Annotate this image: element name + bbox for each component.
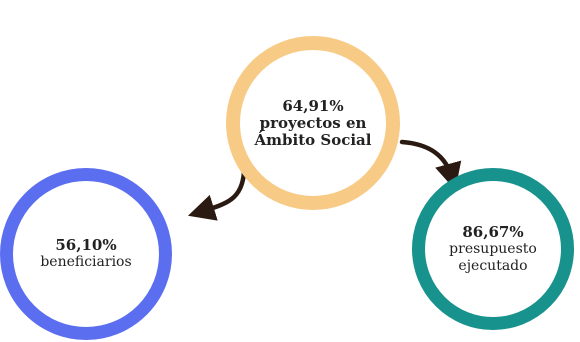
node-right-label-line1: presupuesto	[449, 240, 537, 257]
node-left-circle: 56,10% beneficiarios	[0, 168, 172, 340]
node-left-value: 56,10%	[55, 236, 117, 254]
arrow-to-right	[399, 139, 462, 191]
node-top-value: 64,91%	[282, 96, 344, 115]
arrow-to-left	[187, 169, 247, 221]
node-right-value: 86,67%	[462, 222, 524, 241]
node-right-label-line2: ejecutado	[458, 257, 528, 274]
node-left-label: beneficiarios	[40, 254, 132, 270]
node-top-label-line2: Ámbito Social	[254, 130, 372, 149]
node-top-label-line1: proyectos en	[259, 113, 367, 132]
node-right-circle: 86,67% presupuesto ejecutado	[412, 168, 574, 330]
node-top-circle: 64,91% proyectos en Ámbito Social	[226, 36, 400, 210]
